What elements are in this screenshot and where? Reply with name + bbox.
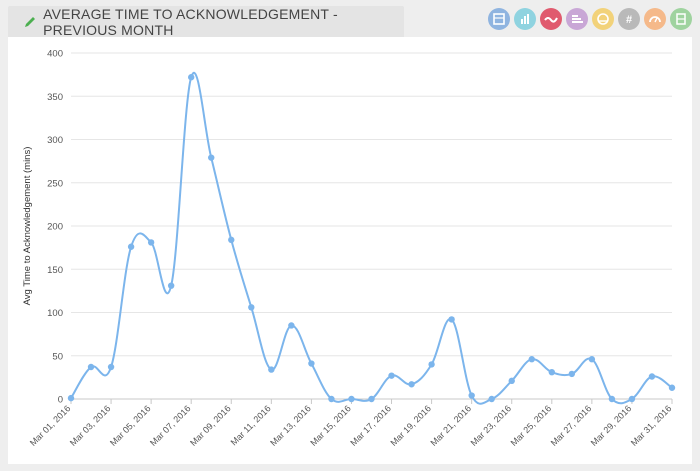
data-point[interactable] [147,239,155,246]
x-tick-label: Mar 19, 2016 [388,403,433,448]
y-tick-label: 400 [47,49,63,60]
y-tick-label: 350 [47,92,63,103]
x-tick-label: Mar 29, 2016 [589,403,634,448]
data-point[interactable] [288,322,295,329]
chart-panel: 0 50 100 150 200 250 300 350 400 Avg Time to Ackn… [8,37,692,464]
data-point[interactable] [468,392,475,399]
y-axis-label: Avg Time to Acknowledgement (mins) [22,147,33,306]
x-tick-label: Mar 11, 2016 [229,403,273,447]
data-point[interactable] [268,366,275,373]
svg-text:#: # [626,14,632,26]
horizontal-bar-icon[interactable] [566,8,588,30]
x-tick-label: Mar 23, 2016 [469,403,514,448]
data-point[interactable] [668,384,676,391]
y-tick-label: 0 [58,395,63,406]
x-tick-label: Mar 27, 2016 [549,403,594,448]
x-tick-label: Mar 05, 2016 [108,403,153,448]
data-point[interactable] [568,370,576,378]
y-tick-label: 250 [47,178,63,189]
table-view-icon[interactable] [488,8,510,30]
data-point[interactable] [408,381,415,388]
data-point[interactable] [588,356,596,363]
chart-title: AVERAGE TIME TO ACKNOWLEDGEMENT - PREVIO… [43,5,338,38]
number-icon[interactable]: # [618,8,640,30]
gauge-icon[interactable] [592,8,614,30]
bar-chart-icon[interactable] [514,8,536,30]
data-point[interactable] [67,394,75,402]
data-point[interactable] [328,395,335,403]
x-tick-label: Mar 07, 2016 [148,403,193,448]
chart-type-toolbar: # [488,8,692,30]
line-chart: 0 50 100 150 200 250 300 350 400 Avg Time to Ackn… [22,49,676,448]
data-point[interactable] [508,377,515,385]
data-point[interactable] [608,395,616,403]
data-point[interactable] [348,395,355,403]
data-point[interactable] [127,243,135,250]
y-tick-label: 50 [52,351,63,362]
data-point[interactable] [167,282,175,289]
meter-icon[interactable] [644,8,666,30]
data-point[interactable] [208,154,215,161]
x-tick-label: Mar 25, 2016 [509,403,554,448]
pencil-icon[interactable] [22,13,37,31]
y-tick-label: 300 [47,135,63,146]
data-point[interactable] [308,360,315,367]
x-tick-label: Mar 15, 2016 [308,403,353,448]
x-tick-label: Mar 17, 2016 [348,403,393,448]
list-view-icon[interactable] [670,8,692,30]
series-line [70,72,673,405]
data-point[interactable] [528,356,535,363]
x-tick-label: Mar 01, 2016 [28,403,73,448]
line-chart-icon[interactable] [540,8,562,30]
data-point[interactable] [428,361,435,368]
data-point[interactable] [87,363,95,371]
x-tick-label: Mar 09, 2016 [188,403,233,448]
x-tick-label: Mar 31, 2016 [629,403,674,448]
data-point[interactable] [107,363,115,371]
data-point[interactable] [228,236,235,244]
data-point[interactable] [488,395,495,403]
y-tick-label: 200 [47,222,63,233]
data-point[interactable] [548,368,555,376]
data-point[interactable] [248,304,255,311]
data-point[interactable] [448,316,455,323]
x-tick-label: Mar 13, 2016 [268,403,313,448]
x-tick-label: Mar 03, 2016 [68,403,113,448]
data-point[interactable] [648,373,656,380]
y-tick-label: 150 [47,265,63,276]
data-point[interactable] [628,395,636,403]
x-tick-label: Mar 21, 2016 [429,403,474,448]
y-tick-label: 100 [47,308,63,319]
chart-title-tab: AVERAGE TIME TO ACKNOWLEDGEMENT - PREVIO… [8,5,404,38]
data-point[interactable] [188,74,195,81]
data-point[interactable] [368,395,375,403]
data-point[interactable] [388,372,395,379]
